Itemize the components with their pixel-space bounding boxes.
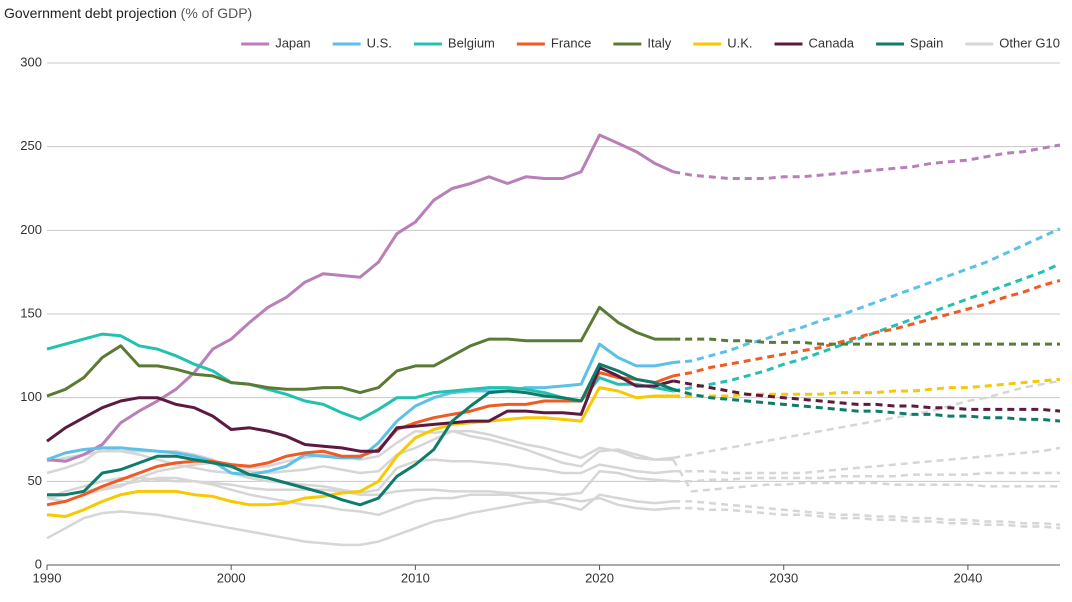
- x-tick-label: 1990: [33, 570, 62, 585]
- legend-label: Japan: [275, 35, 310, 50]
- projection-line: [673, 500, 1061, 527]
- history-line: [47, 362, 674, 507]
- legend-item: Japan: [241, 35, 311, 50]
- projection-line: [673, 446, 1061, 475]
- legend-item: Canada: [774, 35, 855, 50]
- legend-label: Spain: [910, 35, 943, 50]
- history-line: [46, 470, 674, 500]
- x-tick-label: 2040: [953, 570, 982, 585]
- history-line: [46, 476, 674, 517]
- history-line: [46, 332, 674, 421]
- projection-line: [673, 471, 1060, 483]
- history-line: [46, 371, 674, 507]
- lines: [46, 133, 1061, 547]
- y-tick-label: 300: [20, 54, 42, 69]
- legend-item: Spain: [876, 35, 943, 50]
- x-tick-label: 2000: [217, 570, 246, 585]
- legend-item: Italy: [613, 35, 672, 50]
- legend-label: Italy: [647, 35, 671, 50]
- x-tick-label: 2010: [401, 570, 430, 585]
- history-line: [46, 386, 674, 518]
- x-tick-label: 2030: [769, 570, 798, 585]
- projection-line: [673, 506, 1061, 530]
- projection-line: [672, 379, 1061, 460]
- projection-line: [673, 337, 1060, 346]
- legend-label: U.K.: [727, 35, 752, 50]
- history-line: [46, 366, 674, 453]
- projection-line: [672, 387, 1061, 423]
- y-tick-label: 50: [28, 473, 42, 488]
- legend-label: France: [551, 35, 591, 50]
- x-tick-label: 2020: [585, 570, 614, 585]
- projection-line: [672, 379, 1061, 413]
- projection-line: [673, 377, 1061, 398]
- grid: 0 50 100 150 200 250 300 1990 2000 2010 2020 2030 20…: [20, 54, 1060, 585]
- legend-item: U.K.: [693, 35, 753, 50]
- legend-item: France: [516, 35, 591, 50]
- legend-label: U.S.: [367, 35, 392, 50]
- legend-label: Other G10: [999, 35, 1060, 50]
- history-line: [46, 496, 674, 547]
- y-tick-label: 150: [20, 305, 42, 320]
- y-tick-label: 250: [20, 138, 42, 153]
- y-tick-label: 100: [20, 389, 42, 404]
- legend-label: Belgium: [448, 35, 495, 50]
- legend: Japan U.S. Belgium France Italy U.K. Canada Spa…: [241, 35, 1060, 50]
- legend-item: U.S.: [332, 35, 392, 50]
- history-line: [46, 305, 674, 398]
- projection-line: [673, 227, 1061, 364]
- projection-line: [672, 262, 1061, 393]
- y-tick-label: 0: [35, 556, 42, 571]
- legend-label: Canada: [809, 35, 855, 50]
- legend-item: Other G10: [965, 35, 1060, 50]
- projection-line: [672, 143, 1061, 180]
- history-line: [46, 133, 674, 463]
- history-line: [46, 429, 674, 503]
- y-tick-label: 200: [20, 222, 42, 237]
- chart-title: Government debt projection: [4, 5, 177, 21]
- history-line: [46, 342, 674, 477]
- chart-title-block: Government debt projection (% of GDP): [4, 5, 252, 21]
- projection-line: [672, 458, 1060, 493]
- legend-item: Belgium: [413, 35, 495, 50]
- chart-subtitle: (% of GDP): [181, 5, 253, 21]
- projection-line: [672, 279, 1061, 378]
